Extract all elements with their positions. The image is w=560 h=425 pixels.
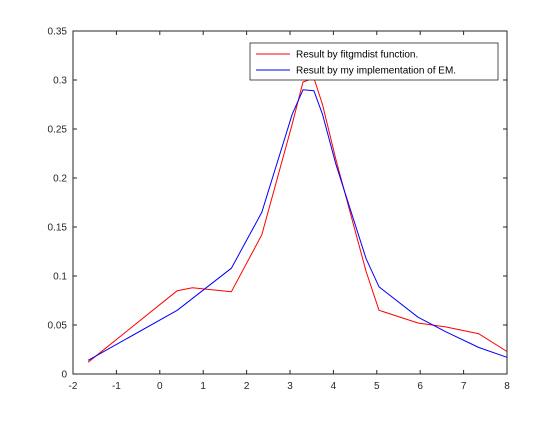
x-tick-label: 2 <box>244 381 250 392</box>
x-tick-label: 3 <box>287 381 293 392</box>
x-tick-label: 5 <box>374 381 380 392</box>
x-tick-label: 6 <box>417 381 423 392</box>
x-tick-label: 1 <box>200 381 206 392</box>
y-tick-label: 0.3 <box>53 76 67 87</box>
y-tick-label: 0.35 <box>48 27 68 38</box>
y-axis: 0 0.05 0.1 0.15 0.2 0.25 0.3 0.35 <box>48 27 507 381</box>
x-tick-label: 7 <box>461 381 467 392</box>
x-tick-label: 8 <box>504 381 510 392</box>
y-tick-label: 0.05 <box>48 321 68 332</box>
x-tick-label: -1 <box>112 381 121 392</box>
legend-box <box>249 42 499 81</box>
x-tick-label: 4 <box>331 381 337 392</box>
legend[interactable]: Result by fitgmdist function. Result by … <box>249 42 499 81</box>
series-line-em <box>87 89 508 361</box>
x-axis: -2 -1 0 1 2 3 4 5 6 7 8 <box>69 31 510 392</box>
x-tick-label: 0 <box>157 381 163 392</box>
series-layer <box>87 77 508 363</box>
y-tick-label: 0.1 <box>53 272 67 283</box>
y-tick-label: 0 <box>61 370 67 381</box>
y-tick-label: 0.25 <box>48 125 68 136</box>
series-line-fitgmdist <box>87 77 508 363</box>
legend-label-em: Result by my implementation of EM. <box>296 66 456 77</box>
x-tick-label: -2 <box>69 381 78 392</box>
legend-label-fitgmdist: Result by fitgmdist function. <box>296 50 418 61</box>
y-tick-label: 0.2 <box>53 174 67 185</box>
y-tick-label: 0.15 <box>48 223 68 234</box>
